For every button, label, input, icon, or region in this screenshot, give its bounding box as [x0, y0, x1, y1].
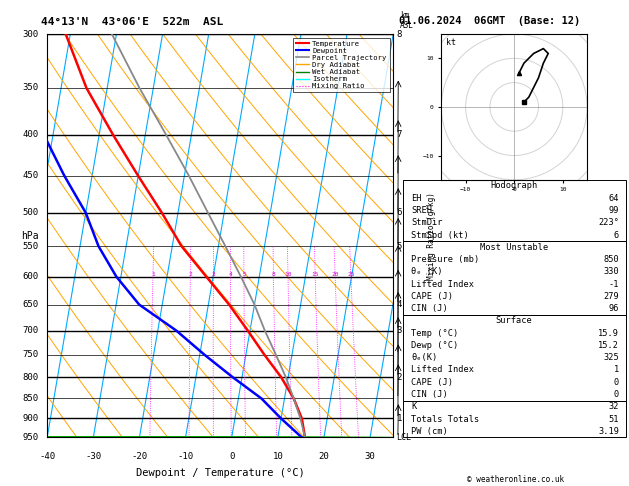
Text: 600: 600	[23, 272, 38, 281]
Text: -1: -1	[609, 279, 619, 289]
Text: 4: 4	[228, 272, 232, 277]
Text: 1: 1	[397, 414, 402, 423]
Text: 0: 0	[614, 378, 619, 387]
Text: 330: 330	[603, 267, 619, 277]
Text: 0: 0	[614, 390, 619, 399]
Text: 279: 279	[603, 292, 619, 301]
Text: 750: 750	[23, 350, 38, 359]
Text: 650: 650	[23, 300, 38, 309]
Text: 4: 4	[397, 300, 402, 309]
Text: 51: 51	[609, 415, 619, 423]
Text: 20: 20	[331, 272, 339, 277]
Text: Dewpoint / Temperature (°C): Dewpoint / Temperature (°C)	[136, 468, 304, 478]
Text: 1: 1	[151, 272, 155, 277]
Text: 20: 20	[318, 451, 330, 461]
Text: 6: 6	[614, 230, 619, 240]
Text: 44°13'N  43°06'E  522m  ASL: 44°13'N 43°06'E 522m ASL	[41, 17, 223, 27]
Text: StmDir: StmDir	[411, 218, 443, 227]
Text: CIN (J): CIN (J)	[411, 304, 448, 313]
Text: 350: 350	[23, 84, 38, 92]
Text: 2: 2	[397, 373, 402, 382]
Text: 5: 5	[397, 242, 402, 251]
Text: -10: -10	[177, 451, 194, 461]
Text: © weatheronline.co.uk: © weatheronline.co.uk	[467, 474, 564, 484]
Text: EH: EH	[411, 194, 422, 203]
Text: K: K	[411, 402, 417, 411]
Text: -20: -20	[131, 451, 147, 461]
Text: 8: 8	[272, 272, 276, 277]
Text: LCL: LCL	[397, 433, 411, 442]
Text: 223°: 223°	[598, 218, 619, 227]
Text: -40: -40	[39, 451, 55, 461]
Text: 450: 450	[23, 172, 38, 180]
Text: 6: 6	[397, 208, 402, 217]
Text: 1: 1	[614, 365, 619, 374]
Text: 15: 15	[311, 272, 319, 277]
Text: 900: 900	[23, 414, 38, 423]
Text: 15.2: 15.2	[598, 341, 619, 350]
Text: Hodograph: Hodograph	[491, 181, 538, 191]
Text: km
ASL: km ASL	[400, 11, 414, 30]
Text: CIN (J): CIN (J)	[411, 390, 448, 399]
Text: Totals Totals: Totals Totals	[411, 415, 480, 423]
Text: Temp (°C): Temp (°C)	[411, 329, 459, 338]
Text: 30: 30	[365, 451, 376, 461]
Text: 325: 325	[603, 353, 619, 362]
Text: PW (cm): PW (cm)	[411, 427, 448, 436]
Text: CAPE (J): CAPE (J)	[411, 378, 454, 387]
Text: 64: 64	[609, 194, 619, 203]
Text: 3: 3	[397, 326, 402, 335]
Text: 10: 10	[272, 451, 283, 461]
Text: Mixing Ratio (g/kg): Mixing Ratio (g/kg)	[426, 192, 436, 279]
Text: 8: 8	[397, 30, 402, 38]
Text: hPa: hPa	[21, 231, 39, 241]
Text: Lifted Index: Lifted Index	[411, 279, 474, 289]
Legend: Temperature, Dewpoint, Parcel Trajectory, Dry Adiabat, Wet Adiabat, Isotherm, Mi: Temperature, Dewpoint, Parcel Trajectory…	[294, 37, 389, 92]
Text: 10: 10	[284, 272, 292, 277]
Text: 850: 850	[603, 255, 619, 264]
Text: 800: 800	[23, 373, 38, 382]
Text: 32: 32	[609, 402, 619, 411]
Text: CAPE (J): CAPE (J)	[411, 292, 454, 301]
Text: StmSpd (kt): StmSpd (kt)	[411, 230, 469, 240]
Text: 15.9: 15.9	[598, 329, 619, 338]
Text: 300: 300	[23, 30, 38, 38]
Text: 850: 850	[23, 394, 38, 403]
Text: Most Unstable: Most Unstable	[480, 243, 548, 252]
Text: θₑ (K): θₑ (K)	[411, 267, 443, 277]
Text: 500: 500	[23, 208, 38, 217]
Text: 5: 5	[242, 272, 246, 277]
Text: Dewp (°C): Dewp (°C)	[411, 341, 459, 350]
Text: -30: -30	[86, 451, 101, 461]
Text: SREH: SREH	[411, 206, 433, 215]
Text: 3: 3	[211, 272, 215, 277]
Text: 7: 7	[397, 130, 402, 139]
Text: Pressure (mb): Pressure (mb)	[411, 255, 480, 264]
Text: 3.19: 3.19	[598, 427, 619, 436]
Text: kt: kt	[446, 38, 455, 48]
Text: 550: 550	[23, 242, 38, 251]
Text: 96: 96	[609, 304, 619, 313]
Text: 400: 400	[23, 130, 38, 139]
Text: 950: 950	[23, 433, 38, 442]
Text: 2: 2	[189, 272, 192, 277]
Text: Lifted Index: Lifted Index	[411, 365, 474, 374]
Text: 99: 99	[609, 206, 619, 215]
Text: 01.06.2024  06GMT  (Base: 12): 01.06.2024 06GMT (Base: 12)	[399, 16, 581, 26]
Text: 25: 25	[347, 272, 355, 277]
Text: 700: 700	[23, 326, 38, 335]
Text: Surface: Surface	[496, 316, 533, 325]
Text: 0: 0	[229, 451, 235, 461]
Text: θₑ(K): θₑ(K)	[411, 353, 438, 362]
